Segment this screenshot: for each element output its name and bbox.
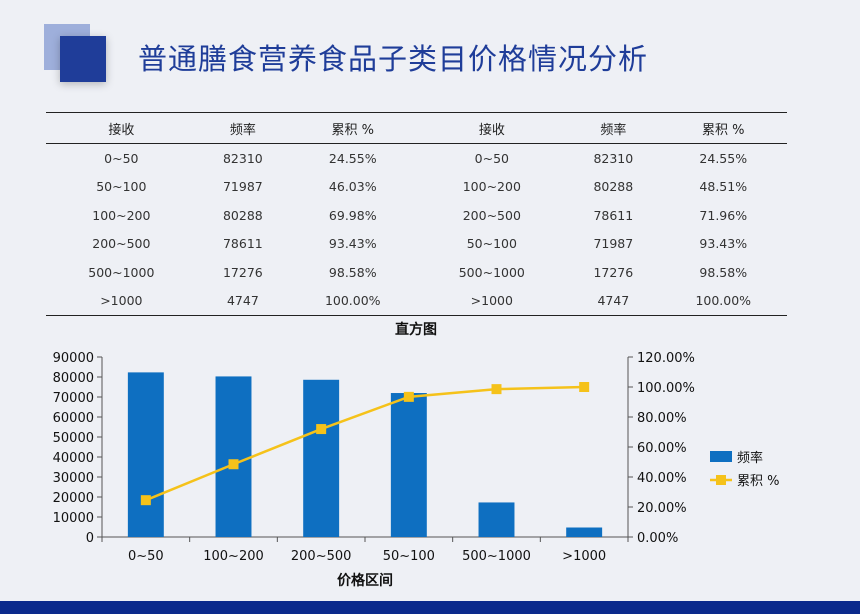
table-row: 50~100 71987 46.03% 100~200 80288 48.51% xyxy=(46,173,787,202)
x-tick-label: 500~1000 xyxy=(462,549,531,564)
table-cell: 48.51% xyxy=(699,179,748,195)
bar-frequency xyxy=(303,379,340,537)
table-cell: 4747 xyxy=(196,286,290,316)
legend-marker-cumulative xyxy=(716,475,726,485)
table-cell: 200~500 xyxy=(462,207,521,223)
table-cell: 100~200 xyxy=(92,207,151,223)
table-header-row: 接收 频率 累积 % 接收 频率 累积 % xyxy=(46,112,787,144)
table-cell: >1000 xyxy=(416,286,568,316)
y-tick-label-right: 0.00% xyxy=(637,531,678,546)
table-cell: 500~1000 xyxy=(458,264,525,280)
table-cell: 78611 xyxy=(222,236,263,252)
table-cell: 24.55% xyxy=(328,150,377,166)
table-row: >1000 4747 100.00% >1000 4747 100.00% xyxy=(46,286,787,316)
legend-swatch-frequency xyxy=(710,451,732,462)
col-header-bin-2: 接收 xyxy=(416,112,568,144)
table-cell: 100.00% xyxy=(659,286,787,316)
page-title: 普通膳食营养食品子类目价格情况分析 xyxy=(138,42,649,76)
table-cell: 71987 xyxy=(222,179,263,195)
table-cell: 93.43% xyxy=(699,236,748,252)
table-cell: 82310 xyxy=(222,150,263,166)
table-cell: 4747 xyxy=(567,286,660,316)
x-axis-label: 价格区间 xyxy=(337,572,393,589)
table-cell: 200~500 xyxy=(92,236,151,252)
table-cell: 78611 xyxy=(593,207,634,223)
y-tick-label-right: 100.00% xyxy=(637,381,695,396)
y-tick-label-right: 80.00% xyxy=(637,411,687,426)
y-tick-label-left: 80000 xyxy=(53,371,94,386)
col-header-cum-1: 累积 % xyxy=(289,112,417,144)
point-cumulative xyxy=(140,495,151,506)
histogram-chart: 直方图 0 10000 20000 30000 40000 50000 60000 70000… xyxy=(53,321,780,589)
y-tick-label-left: 60000 xyxy=(53,411,94,426)
y-tick-label-left: 90000 xyxy=(53,351,94,366)
line-cumulative xyxy=(145,385,585,502)
table-cell: 98.58% xyxy=(699,264,748,280)
point-cumulative xyxy=(403,391,414,402)
table-cell: 93.43% xyxy=(328,236,377,252)
legend-label-frequency: 频率 xyxy=(737,450,763,466)
table-cell: 17276 xyxy=(222,264,263,280)
table-row: 500~1000 17276 98.58% 500~1000 17276 98.… xyxy=(46,258,787,287)
table-row: 0~50 82310 24.55% 0~50 82310 24.55% xyxy=(46,144,787,173)
logo-square-front xyxy=(60,36,106,82)
y-tick-label-right: 40.00% xyxy=(637,471,687,486)
table-cell: 50~100 xyxy=(96,179,147,195)
x-tick-label: 100~200 xyxy=(203,549,264,564)
plot-area: 0 10000 20000 30000 40000 50000 60000 70000 8000… xyxy=(53,351,780,564)
table-cell: 80288 xyxy=(593,179,634,195)
legend-label-cumulative: 累积 % xyxy=(737,474,780,489)
table-row: 100~200 80288 69.98% 200~500 78611 71.96… xyxy=(46,201,787,230)
bar-frequency xyxy=(127,372,164,537)
y-tick-label-left: 40000 xyxy=(53,451,94,466)
table-cell: 98.58% xyxy=(328,264,377,280)
x-tick-label: 200~500 xyxy=(291,549,352,564)
col-header-cum-2: 累积 % xyxy=(659,112,787,144)
point-cumulative xyxy=(228,459,239,470)
col-header-freq-1: 频率 xyxy=(196,112,290,144)
bar-frequency xyxy=(390,393,427,537)
chart-title: 直方图 xyxy=(395,321,437,338)
bar-frequency xyxy=(478,502,515,537)
point-cumulative xyxy=(579,382,590,392)
table-cell: 0~50 xyxy=(474,150,509,166)
table-cell: 0~50 xyxy=(104,150,139,166)
x-tick-label: >1000 xyxy=(562,549,606,564)
bar-frequency xyxy=(215,376,252,537)
col-header-bin-1: 接收 xyxy=(46,112,197,144)
table-cell: 100~200 xyxy=(462,179,521,195)
point-cumulative xyxy=(316,424,327,435)
y-tick-label-left: 70000 xyxy=(53,391,94,406)
table-cell: 82310 xyxy=(593,150,634,166)
table-cell: 17276 xyxy=(593,264,634,280)
y-tick-label-left: 30000 xyxy=(53,471,94,486)
y-tick-label-right: 60.00% xyxy=(637,441,687,456)
table-cell: 24.55% xyxy=(699,150,748,166)
y-tick-label-right: 20.00% xyxy=(637,501,687,516)
y-tick-label-left: 50000 xyxy=(53,431,94,446)
table-cell: 71.96% xyxy=(699,207,748,223)
table-cell: >1000 xyxy=(46,286,197,316)
table-cell: 69.98% xyxy=(328,207,377,223)
point-cumulative xyxy=(491,384,502,395)
table-cell: 71987 xyxy=(593,236,634,252)
x-tick-label: 50~100 xyxy=(383,549,435,564)
table-row: 200~500 78611 93.43% 50~100 71987 93.43% xyxy=(46,230,787,259)
table-cell: 100.00% xyxy=(289,286,417,316)
table-cell: 80288 xyxy=(222,207,263,223)
table-cell: 500~1000 xyxy=(88,264,155,280)
y-tick-label-left: 20000 xyxy=(53,491,94,506)
frequency-table: 接收 频率 累积 % 接收 频率 累积 % 0~50 82310 24.55% … xyxy=(46,112,787,316)
footer-bar xyxy=(0,601,860,614)
table-cell: 46.03% xyxy=(328,179,377,195)
col-header-freq-2: 频率 xyxy=(567,112,660,144)
x-tick-label: 0~50 xyxy=(128,549,164,564)
y-tick-label-left: 10000 xyxy=(53,511,94,526)
y-tick-label-right: 120.00% xyxy=(637,351,695,366)
y-tick-label-left: 0 xyxy=(86,531,94,546)
table-cell: 50~100 xyxy=(466,236,517,252)
bar-frequency xyxy=(566,527,603,537)
